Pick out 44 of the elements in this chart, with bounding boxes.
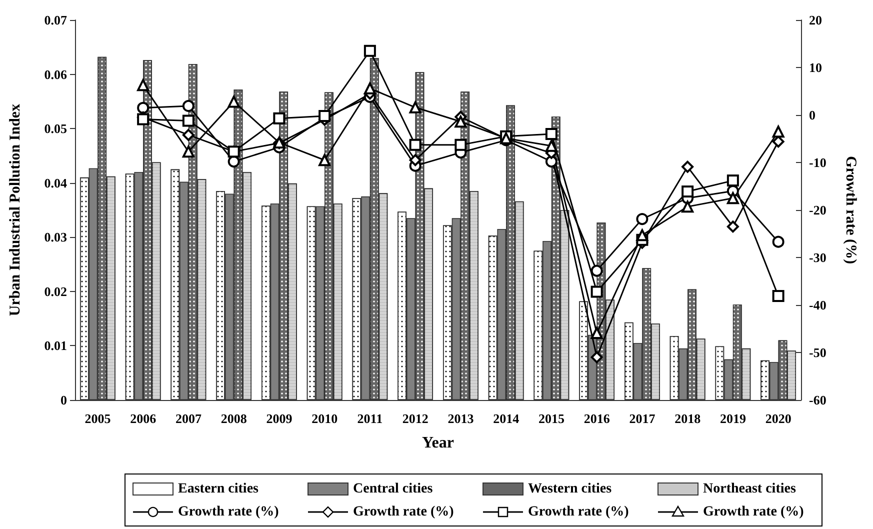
- y2-tick-label: -10: [809, 155, 826, 170]
- y2-tick-label: 0: [809, 108, 816, 122]
- x-axis-title: Year: [422, 434, 454, 452]
- legend-label: Growth rate (%): [528, 504, 630, 520]
- y2-tick-label: -60: [809, 392, 826, 408]
- x-tick-label: 2007: [175, 411, 202, 426]
- x-tick-label: 2014: [493, 411, 520, 426]
- y-tick-label: 0.01: [44, 338, 67, 354]
- x-tick-label: 2013: [448, 411, 474, 426]
- y-tick-label: 0.04: [44, 175, 68, 190]
- x-tick-label: 2005: [84, 411, 112, 426]
- y-axis-title: Urban Industrial Pollution Index: [8, 103, 24, 316]
- y-tick-label: 0.06: [44, 66, 68, 82]
- y2-tick-label: 10: [809, 60, 822, 75]
- y-tick-label: 0.05: [44, 121, 68, 136]
- legend-label: Growth rate (%): [353, 504, 454, 520]
- y2-tick-label: -50: [809, 345, 826, 360]
- x-tick-label: 2006: [130, 411, 157, 426]
- y-tick-label: 0: [60, 392, 67, 408]
- x-tick-label: 2019: [720, 411, 746, 426]
- x-tick-label: 2020: [765, 411, 792, 426]
- y2-axis-title: Growth rate (%): [842, 156, 858, 264]
- y-tick-label: 0.02: [44, 284, 67, 299]
- y2-tick-label: -20: [809, 202, 826, 218]
- legend-label: Growth rate (%): [178, 504, 280, 520]
- legend-label: Central cities: [353, 482, 434, 496]
- legend-label: Growth rate (%): [703, 504, 804, 520]
- y-tick-label: 0.03: [44, 230, 68, 245]
- y-tick-label: 0.07: [44, 12, 68, 28]
- x-tick-label: 2016: [584, 411, 610, 426]
- x-tick-label: 2018: [674, 411, 702, 426]
- x-tick-label: 2012: [402, 411, 428, 426]
- x-tick-label: 2017: [629, 411, 656, 426]
- y2-tick-label: 20: [809, 12, 822, 28]
- legend-label: Western cities: [528, 482, 612, 496]
- y2-tick-label: -30: [809, 250, 826, 265]
- legend-label: Northeast cities: [703, 482, 796, 496]
- x-tick-label: 2009: [266, 411, 293, 426]
- x-tick-label: 2011: [357, 411, 383, 426]
- y2-tick-label: -40: [809, 298, 826, 312]
- x-tick-label: 2010: [312, 411, 338, 426]
- x-tick-label: 2015: [538, 411, 565, 426]
- x-tick-label: 2008: [220, 411, 248, 426]
- legend-label: Eastern cities: [178, 482, 260, 496]
